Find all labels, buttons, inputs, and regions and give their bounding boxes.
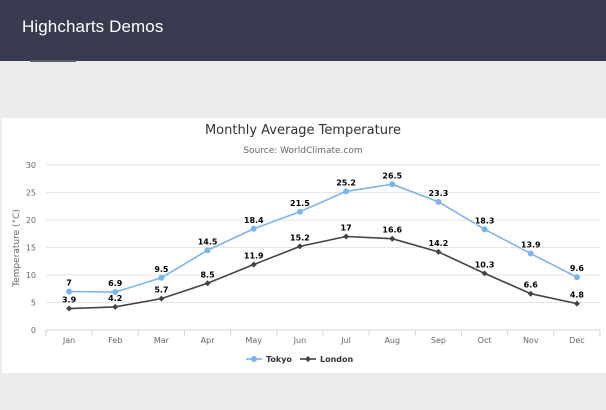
y-axis-title: Temperature (°C) — [12, 209, 22, 288]
x-tick-label: Jun — [293, 336, 307, 345]
x-tick-label: Nov — [523, 336, 539, 345]
data-point — [66, 305, 73, 312]
x-tick-label: Mar — [154, 336, 170, 345]
data-label: 6.9 — [108, 279, 123, 288]
data-point — [435, 248, 442, 255]
y-tick-label: 20 — [26, 216, 36, 225]
data-point — [573, 274, 580, 281]
data-label: 18.4 — [244, 216, 264, 225]
y-tick-label: 30 — [26, 161, 36, 170]
data-label: 9.6 — [570, 264, 585, 273]
y-tick-label: 0 — [31, 326, 36, 335]
y-tick-label: 15 — [26, 244, 36, 253]
data-point — [481, 270, 488, 277]
legend-label: London — [320, 355, 354, 364]
data-label: 4.8 — [570, 291, 585, 300]
data-point — [204, 247, 211, 254]
legend-label: Tokyo — [266, 355, 292, 364]
y-tick-label: 10 — [26, 271, 36, 280]
data-point — [250, 261, 257, 268]
data-label: 23.3 — [429, 189, 449, 198]
chart-container: Monthly Average Temperature Source: Worl… — [2, 118, 606, 373]
data-label: 14.5 — [198, 237, 218, 246]
data-point — [112, 303, 119, 310]
data-point — [250, 225, 257, 232]
x-tick-label: Sep — [431, 336, 446, 345]
data-label: 6.6 — [524, 281, 539, 290]
x-tick-label: Aug — [384, 336, 400, 345]
x-tick-label: Feb — [108, 336, 122, 345]
x-tick-label: Apr — [201, 336, 216, 345]
data-point — [389, 235, 396, 242]
data-point — [481, 226, 488, 233]
data-label: 5.7 — [154, 286, 168, 295]
data-point — [527, 250, 534, 257]
page-title: Highcharts Demos — [22, 17, 164, 36]
data-point — [343, 188, 350, 195]
data-point — [573, 300, 580, 307]
series-line-tokyo — [69, 183, 578, 293]
data-point — [296, 208, 303, 215]
data-point — [66, 288, 73, 295]
data-label: 10.3 — [475, 260, 495, 269]
y-tick-label: 25 — [26, 189, 36, 198]
data-label: 18.3 — [475, 216, 495, 225]
x-tick-label: Oct — [478, 336, 492, 345]
data-label: 15.2 — [290, 233, 310, 242]
top-bar: Highcharts Demos — [0, 0, 606, 62]
x-tick-label: May — [245, 336, 262, 345]
x-tick-label: Jul — [340, 336, 351, 345]
y-tick-label: 5 — [31, 299, 36, 308]
data-label: 8.5 — [200, 270, 215, 279]
data-label: 14.2 — [429, 239, 449, 248]
data-label: 3.9 — [62, 296, 77, 305]
data-label: 21.5 — [290, 199, 310, 208]
legend-symbol — [251, 356, 257, 362]
data-label: 13.9 — [521, 241, 541, 250]
data-label: 26.5 — [382, 171, 402, 180]
data-label: 7 — [66, 279, 72, 288]
data-label: 17 — [341, 224, 352, 233]
x-tick-label: Dec — [569, 336, 584, 345]
legend-symbol — [305, 356, 311, 362]
x-tick-label: Jan — [62, 336, 75, 345]
data-point — [296, 243, 303, 250]
data-point — [204, 280, 211, 287]
chart-title: Monthly Average Temperature — [205, 123, 401, 138]
data-point — [112, 289, 119, 296]
header-underline — [30, 60, 76, 62]
data-point — [158, 274, 165, 281]
data-point — [343, 233, 350, 240]
data-point — [158, 295, 165, 302]
data-point — [435, 198, 442, 205]
data-point — [389, 181, 396, 188]
data-label: 16.6 — [382, 226, 402, 235]
data-label: 11.9 — [244, 252, 264, 261]
series-line-london — [69, 235, 578, 310]
chart-subtitle: Source: WorldClimate.com — [243, 146, 362, 156]
data-label: 25.2 — [336, 178, 356, 187]
data-label: 9.5 — [154, 265, 169, 274]
data-point — [527, 290, 534, 297]
data-label: 4.2 — [108, 294, 122, 303]
line-chart: Monthly Average Temperature Source: Worl… — [12, 123, 601, 364]
